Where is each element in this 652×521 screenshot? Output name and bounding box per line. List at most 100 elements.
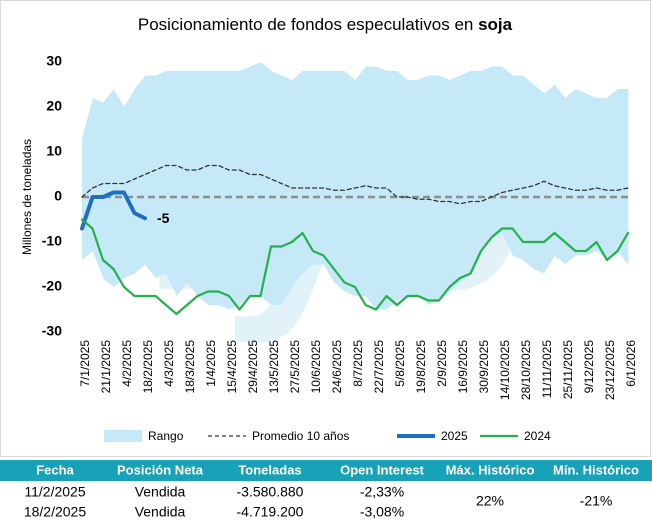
range-band (145, 75, 156, 278)
range-band (355, 66, 366, 296)
x-tick-label: 25/11/2025 (561, 340, 575, 399)
range-band (323, 71, 335, 283)
table-header: Máx. Histórico (446, 462, 535, 477)
x-tick-label: 4/3/2025 (162, 340, 176, 387)
chart-title: Posicionamiento de fondos especulativos … (138, 15, 513, 34)
x-tick-label: 24/6/2025 (330, 340, 344, 394)
legend-label: 2024 (524, 429, 551, 443)
table-cell: -4.719.200 (237, 504, 304, 520)
range-band (575, 89, 587, 256)
x-tick-label: 28/10/2025 (519, 340, 533, 400)
range-band (187, 71, 198, 296)
x-tick-label: 22/7/2025 (372, 340, 386, 394)
x-tick-label: 4/2/2025 (120, 340, 134, 387)
x-tick-label: 1/4/2025 (204, 340, 218, 387)
range-band (523, 75, 534, 269)
range-band (617, 89, 629, 265)
y-axis-label: Millones de toneladas (20, 139, 34, 255)
range-band (92, 98, 104, 278)
x-tick-label: 10/6/2025 (309, 340, 323, 394)
series-line (80, 218, 630, 316)
range-band (313, 71, 324, 265)
x-tick-label: 18/3/2025 (183, 340, 197, 394)
range-band (124, 89, 135, 278)
table-header: Posición Neta (117, 462, 204, 477)
range-band (239, 66, 251, 305)
range-band (481, 66, 492, 251)
legend-label: Promedio 10 años (252, 429, 349, 443)
range-band (544, 84, 555, 274)
range-band (596, 98, 608, 260)
range-band (407, 80, 419, 296)
table-header: Mín. Histórico (553, 462, 639, 477)
range-band (176, 71, 188, 296)
range-band (386, 71, 398, 310)
y-tick-label: 30 (46, 53, 62, 69)
range-band (607, 89, 618, 260)
y-tick-label: -20 (42, 278, 62, 294)
range-band (113, 89, 125, 287)
range-band (334, 71, 345, 292)
y-tick-label: 20 (46, 98, 62, 114)
range-band (197, 71, 209, 305)
range-band (344, 71, 356, 296)
table-cell: 22% (476, 493, 504, 509)
table-cell: 11/2/2025 (24, 484, 85, 500)
range-band (533, 84, 545, 274)
x-tick-label: 11/11/2025 (540, 340, 554, 399)
table: Fecha Posición Neta Toneladas Open Interest… (24, 462, 639, 519)
range-band (512, 75, 524, 260)
range-band (418, 75, 429, 305)
y-tick-label: 0 (54, 188, 62, 204)
range-band (565, 89, 576, 265)
x-tick-label: 15/4/2025 (225, 340, 239, 394)
x-tick-label: 29/4/2025 (246, 340, 260, 394)
table-header: Fecha (36, 462, 74, 477)
range-band (260, 62, 272, 305)
range-band (428, 75, 440, 305)
table-cell: -2,33% (360, 484, 404, 500)
data-label: -5 (157, 210, 170, 226)
y-tick-label: 10 (46, 143, 62, 159)
title-bold: soja (478, 15, 513, 34)
table-header: Open Interest (340, 462, 424, 477)
x-tick-label: 18/2/2025 (141, 340, 155, 394)
x-tick-label: 9/12/2025 (582, 340, 596, 394)
legend-label: Rango (148, 429, 184, 443)
x-tick-label: 16/9/2025 (456, 340, 470, 394)
table-cell: Vendida (135, 504, 186, 520)
x-tick-label: 27/5/2025 (288, 340, 302, 394)
range-band (155, 71, 167, 278)
x-tick-label: 21/1/2025 (99, 340, 113, 394)
x-tick-label: 2/9/2025 (435, 340, 449, 387)
range-band (208, 71, 219, 305)
legend-label: 2025 (441, 429, 468, 443)
range-band (439, 75, 450, 301)
range-band (134, 75, 146, 274)
x-tick-label: 13/5/2025 (267, 340, 281, 394)
x-tick-label: 19/8/2025 (414, 340, 428, 394)
x-tick-label: 7/1/2025 (78, 340, 92, 387)
table-cell: Vendida (135, 484, 186, 500)
range-band (302, 71, 314, 274)
range-band (103, 89, 114, 287)
range-band (281, 75, 293, 305)
range-band (218, 71, 230, 310)
range-band (292, 71, 303, 287)
table-cell: -3,08% (360, 504, 404, 520)
range-band (491, 66, 503, 238)
x-tick-label: 6/1/2026 (624, 340, 638, 387)
range-band (365, 66, 377, 310)
x-tick-label: 23/12/2025 (603, 340, 617, 400)
table-header: Toneladas (238, 462, 301, 477)
legend: Rango Promedio 10 años 2025 2024 (104, 429, 551, 443)
x-tick-label: 5/8/2025 (393, 340, 407, 387)
table-cell: 18/2/2025 (24, 504, 86, 520)
table-header-bg (0, 460, 652, 481)
range-band (271, 71, 282, 305)
legend-swatch (104, 430, 142, 442)
table-cell: -3.580.880 (237, 484, 304, 500)
range-band (470, 71, 482, 274)
